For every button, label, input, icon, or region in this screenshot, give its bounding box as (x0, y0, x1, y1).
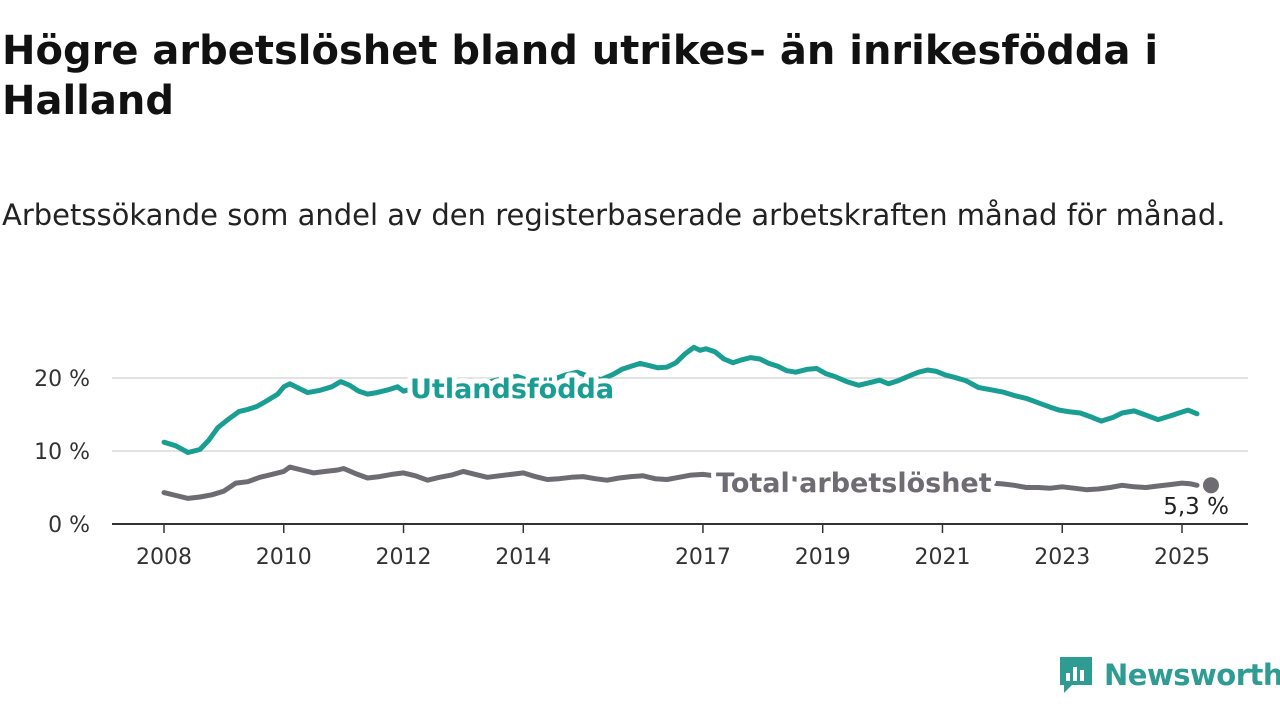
series-lines (161, 344, 1200, 501)
y-tick-label: 0 % (48, 513, 90, 538)
x-tick-label: 2010 (256, 545, 312, 570)
y-tick-label: 20 % (34, 367, 90, 392)
newsworthy-logo: Newsworthy (1058, 652, 1280, 698)
x-tick-label: 2017 (675, 545, 731, 570)
x-tick-label: 2008 (136, 545, 192, 570)
series-label: Utlandsfödda (410, 374, 614, 405)
x-tick-label: 2025 (1154, 545, 1210, 570)
x-tick-label: 2012 (376, 545, 432, 570)
series-label-halo: Utlandsfödda (410, 374, 614, 405)
axes: 0 % 10 % 20 % 2008 2010 2012 2014 2017 2019 2021 2… (34, 367, 1248, 570)
x-tick-label: 2023 (1034, 545, 1090, 570)
end-value-label: 5,3 % (1163, 494, 1229, 520)
x-tick-label: 2019 (795, 545, 851, 570)
x-tick-label: 2014 (495, 545, 551, 570)
bar-chart-speech-bubble-icon (1060, 657, 1092, 693)
x-tick-label: 2021 (914, 545, 970, 570)
chart-title: Högre arbetslöshet bland utrikes- än inr… (2, 28, 1159, 124)
gridlines (112, 377, 1248, 452)
chart-subtitle: Arbetssökande som andel av den registerb… (2, 198, 1226, 232)
end-point-marker (1202, 477, 1219, 494)
series-label-halo: Total arbetslöshet (716, 468, 992, 499)
series-line-0 (161, 344, 1200, 455)
y-tick-label: 10 % (34, 440, 90, 465)
brand-name: Newsworthy (1104, 658, 1280, 692)
series-label: Total arbetslöshet (716, 468, 992, 499)
series-line-1 (161, 464, 1200, 501)
